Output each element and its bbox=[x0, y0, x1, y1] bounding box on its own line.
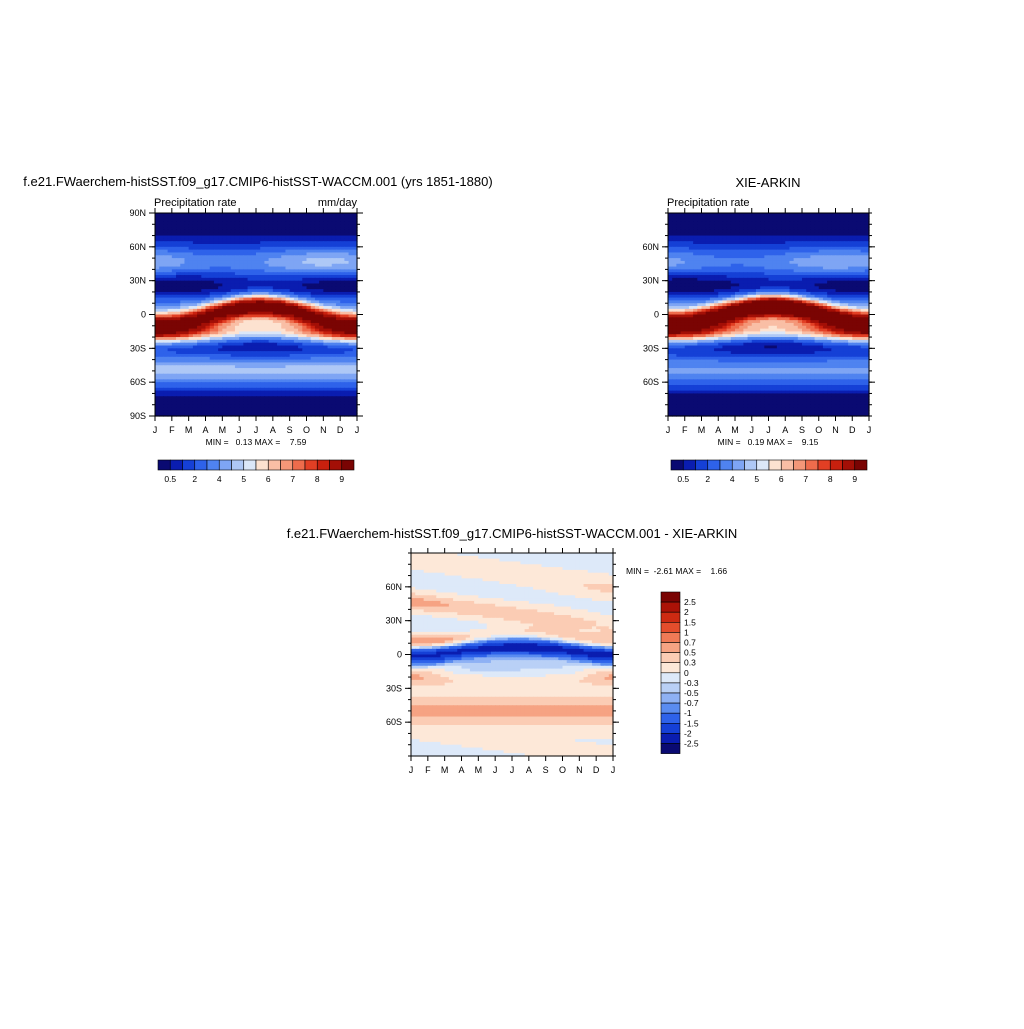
model-variable-label: Precipitation rate bbox=[154, 197, 237, 209]
colorbar-swatch bbox=[293, 460, 305, 470]
x-tick-label: S bbox=[287, 425, 293, 435]
colorbar-swatch bbox=[256, 460, 268, 470]
x-tick-label: A bbox=[202, 425, 208, 435]
y-tick-label: 30N bbox=[129, 276, 146, 286]
obs-variable-label: Precipitation rate bbox=[667, 197, 750, 209]
x-tick-label: O bbox=[303, 425, 310, 435]
x-tick-label: J bbox=[153, 425, 158, 435]
x-tick-label: M bbox=[185, 425, 193, 435]
model-title: f.e21.FWaerchem-histSST.f09_g17.CMIP6-hi… bbox=[23, 174, 492, 189]
x-tick-label: J bbox=[254, 425, 259, 435]
colorbar-swatch bbox=[170, 460, 182, 470]
colorbar-swatch bbox=[183, 460, 195, 470]
y-tick-label: 0 bbox=[141, 310, 146, 320]
colorbar-swatch bbox=[330, 460, 342, 470]
colorbar-label: 2 bbox=[192, 474, 197, 484]
colorbar-label: 5 bbox=[241, 474, 246, 484]
colorbar-swatch bbox=[317, 460, 329, 470]
colorbar-swatch bbox=[244, 460, 256, 470]
colorbar-label: 6 bbox=[266, 474, 271, 484]
colorbar-swatch bbox=[232, 460, 244, 470]
y-tick-label: 90N bbox=[129, 208, 146, 218]
colorbar-swatch bbox=[305, 460, 317, 470]
model-field bbox=[155, 213, 358, 417]
x-tick-label: J bbox=[355, 425, 360, 435]
colorbar-swatch bbox=[219, 460, 231, 470]
obs-title: XIE-ARKIN bbox=[735, 175, 800, 190]
panel-model: f.e21.FWaerchem-histSST.f09_g17.CMIP6-hi… bbox=[23, 174, 492, 484]
colorbar-label: 8 bbox=[315, 474, 320, 484]
y-tick-label: 60S bbox=[130, 377, 146, 387]
x-tick-label: J bbox=[237, 425, 242, 435]
x-tick-label: D bbox=[337, 425, 344, 435]
colorbar-swatch bbox=[158, 460, 170, 470]
obs-field bbox=[668, 213, 870, 417]
x-tick-label: N bbox=[320, 425, 327, 435]
x-tick-label: F bbox=[169, 425, 175, 435]
model-stats: MIN = 0.13 MAX = 7.59 bbox=[206, 437, 307, 447]
y-tick-label: 60N bbox=[129, 242, 146, 252]
colorbar-swatch bbox=[281, 460, 293, 470]
colorbar-label: 7 bbox=[290, 474, 295, 484]
x-tick-label: A bbox=[270, 425, 276, 435]
colorbar-label: 4 bbox=[217, 474, 222, 484]
colorbar-swatch bbox=[207, 460, 219, 470]
colorbar-label: 9 bbox=[339, 474, 344, 484]
colorbar-swatch bbox=[195, 460, 207, 470]
x-tick-label: M bbox=[219, 425, 227, 435]
model-units-label: mm/day bbox=[318, 197, 358, 209]
y-tick-label: 30S bbox=[130, 343, 146, 353]
colorbar-label: 0.5 bbox=[164, 474, 176, 484]
model-colorbar: 0.5 2 4 5 6 7 8 9 bbox=[158, 460, 354, 484]
y-tick-label: 90S bbox=[130, 411, 146, 421]
colorbar-swatch bbox=[342, 460, 354, 470]
colorbar-swatch bbox=[268, 460, 280, 470]
